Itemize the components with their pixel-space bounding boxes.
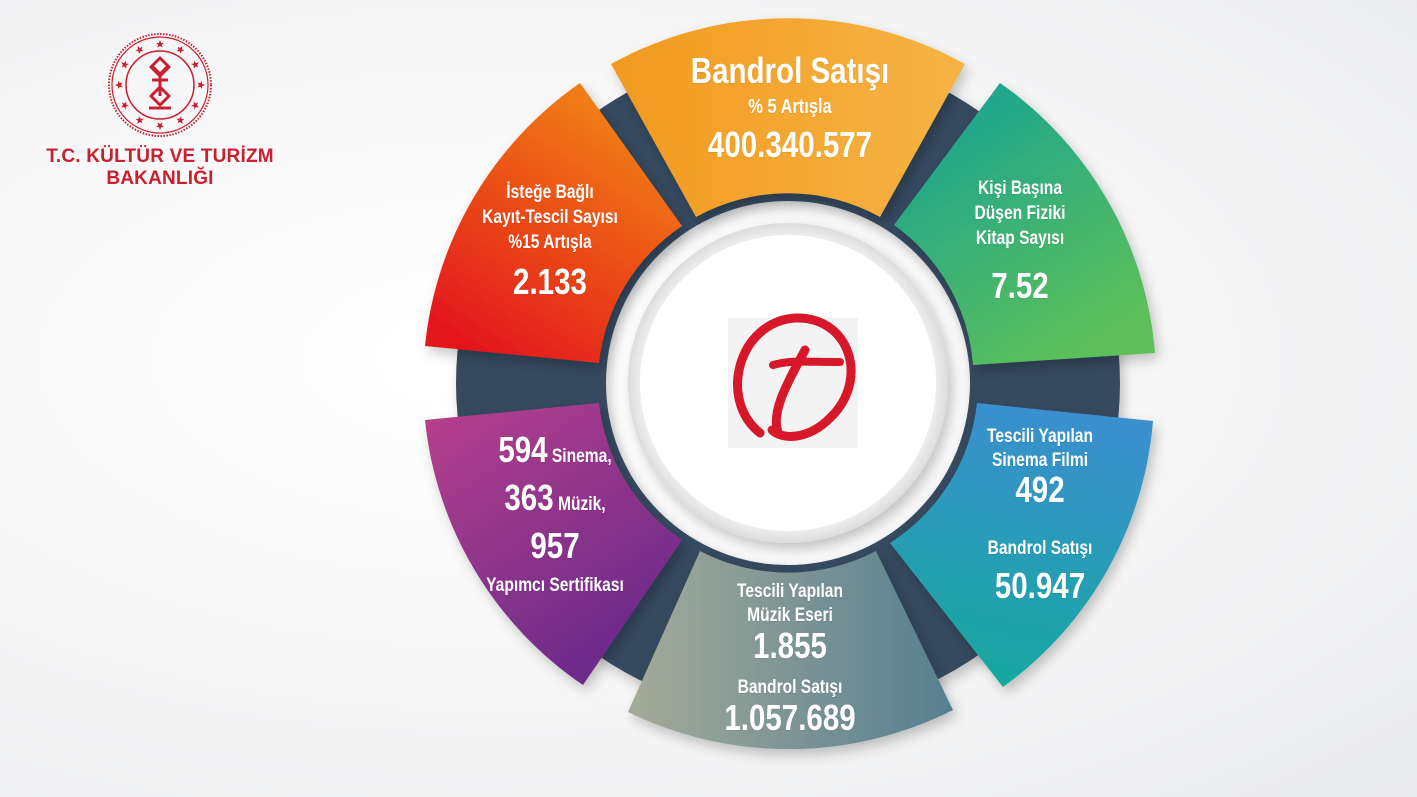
top-right-value: 7.52: [991, 265, 1049, 306]
telif-t-logo-icon: [728, 313, 858, 448]
segment-bottom-left: [425, 403, 682, 685]
top-left-line1: İsteğe Bağlı: [506, 182, 594, 203]
segment-bottom: [628, 551, 953, 750]
bottom-left-l1: Sinema,: [547, 446, 612, 467]
bottom-label2: Bandrol Satışı: [737, 677, 843, 698]
segment-top-left-text: İsteğe Bağlı Kayıt-Tescil Sayısı %15 Art…: [460, 180, 640, 309]
segment-top-right: [894, 83, 1155, 365]
bottom-left-n3: 957: [530, 525, 580, 566]
top-left-value: 2.133: [513, 261, 587, 302]
bottom-left-l2: Müzik,: [553, 494, 606, 515]
bottom-right-line2: Sinema Filmi: [991, 450, 1089, 471]
bottom-left-n1: 594: [498, 429, 548, 470]
top-left-line2: Kayıt-Tescil Sayısı: [482, 207, 618, 228]
bottom-left-n2: 363: [504, 477, 554, 518]
ministry-emblem-icon: [108, 33, 212, 137]
segment-top: [611, 18, 965, 218]
top-right-line3: Kitap Sayısı: [975, 228, 1065, 249]
ministry-name: T.C. KÜLTÜR VE TURİZM BAKANLIĞI: [30, 146, 290, 190]
bottom-line2: Müzik Eseri: [747, 605, 833, 626]
bottom-value2: 1.057.689: [724, 697, 856, 738]
bottom-right-label2: Bandrol Satışı: [987, 538, 1093, 559]
top-title: Bandrol Satışı: [690, 50, 890, 91]
bottom-right-value2: 50.947: [994, 565, 1086, 606]
ministry-logo: T.C. KÜLTÜR VE TURİZM BAKANLIĞI: [30, 30, 290, 190]
top-value: 400.340.577: [707, 124, 873, 165]
segment-top-text: Bandrol Satışı % 5 Artışla 400.340.577: [667, 50, 913, 168]
bottom-value1: 1.855: [753, 625, 827, 666]
segment-top-right-text: Kişi Başına Düşen Fiziki Kitap Sayısı 7.…: [930, 176, 1110, 321]
segment-bottom-left-text: 594 Sinema, 363 Müzik, 957 Yapımcı Serti…: [453, 430, 658, 598]
segment-bottom-text: Tescili Yapılan Müzik Eseri 1.855 Bandro…: [667, 580, 913, 736]
ministry-name-line1: T.C. KÜLTÜR VE TURİZM: [46, 146, 274, 167]
bottom-left-l3: Yapımcı Sertifikası: [486, 575, 624, 596]
segment-top-left: [425, 83, 682, 363]
segment-bottom-right-text: Tescili Yapılan Sinema Filmi 492 Bandrol…: [950, 425, 1130, 611]
top-subtitle: % 5 Artışla: [748, 96, 832, 118]
top-right-line1: Kişi Başına: [978, 178, 1062, 199]
bottom-right-value1: 492: [1015, 469, 1065, 510]
bottom-line1: Tescili Yapılan: [737, 581, 843, 602]
top-left-line3: %15 Artışla: [508, 232, 592, 253]
bottom-right-line1: Tescili Yapılan: [987, 426, 1093, 447]
ministry-name-line2: BAKANLIĞI: [106, 168, 214, 189]
top-right-line2: Düşen Fiziki: [974, 203, 1066, 224]
segment-bottom-right: [890, 403, 1153, 687]
